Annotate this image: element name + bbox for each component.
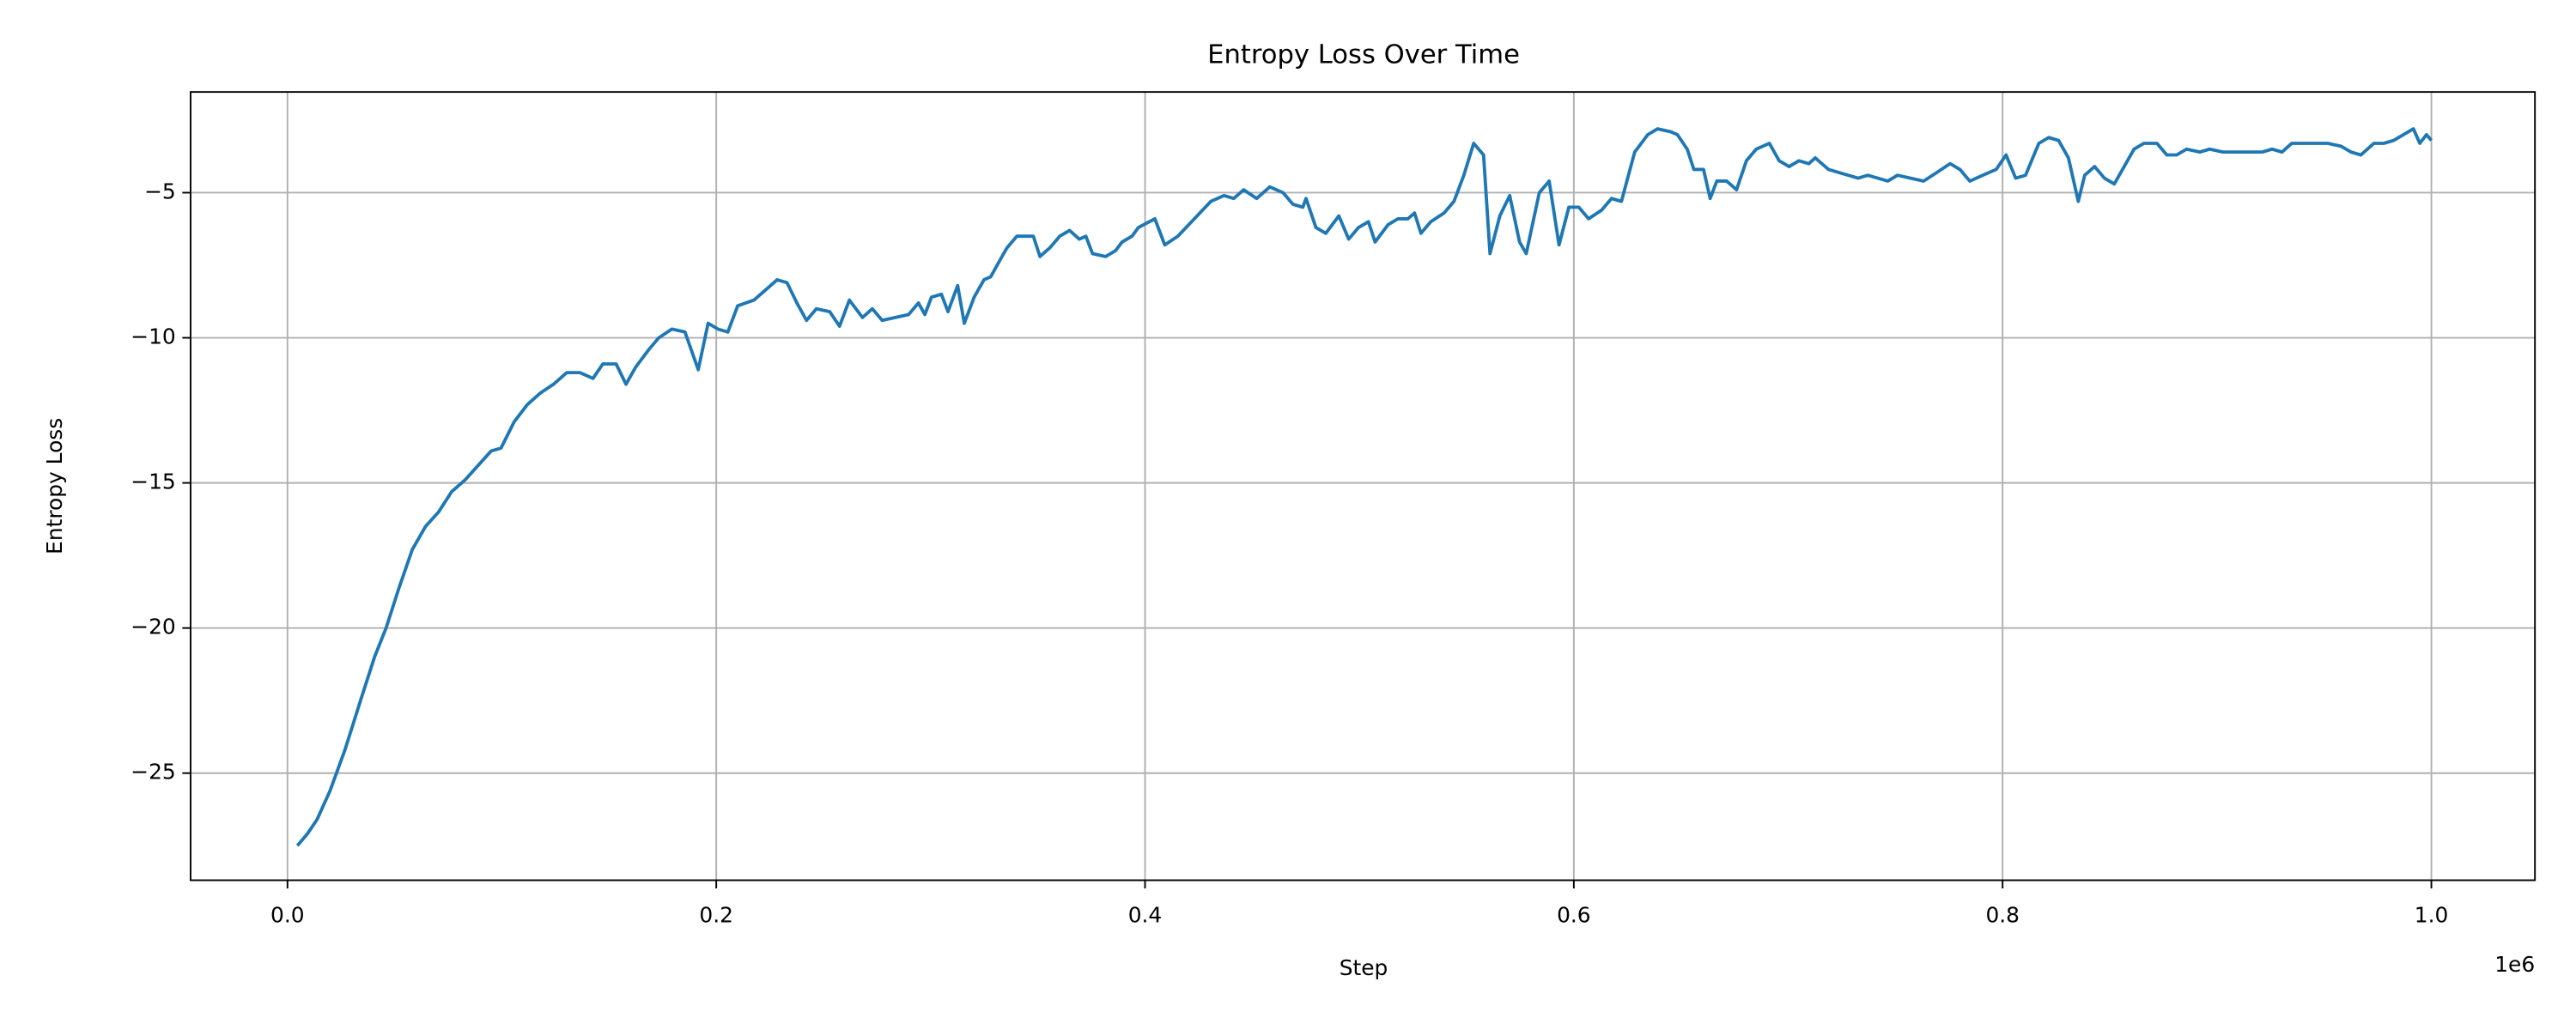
x-axis-label: Step <box>1340 955 1388 980</box>
y-tick-label: −25 <box>131 760 175 785</box>
x-offset-label: 1e6 <box>2494 952 2535 977</box>
y-tick-label: −5 <box>144 179 176 203</box>
x-tick-label: 0.6 <box>1557 903 1591 928</box>
y-tick-label: −15 <box>131 470 175 494</box>
x-tick-label: 1.0 <box>2415 903 2449 928</box>
x-tick-label: 0.8 <box>1985 903 2020 928</box>
x-tick-label: 0.4 <box>1128 903 1163 928</box>
data-line <box>295 127 2433 847</box>
x-tick-label: 0.0 <box>270 903 305 928</box>
y-axis-label: Entropy Loss <box>42 418 67 554</box>
x-tick-label: 0.2 <box>699 903 733 928</box>
y-tick-label: −20 <box>131 615 175 639</box>
y-tick-label: −10 <box>131 324 175 349</box>
plot-frame <box>189 91 2537 882</box>
chart-title: Entropy Loss Over Time <box>1207 40 1520 70</box>
